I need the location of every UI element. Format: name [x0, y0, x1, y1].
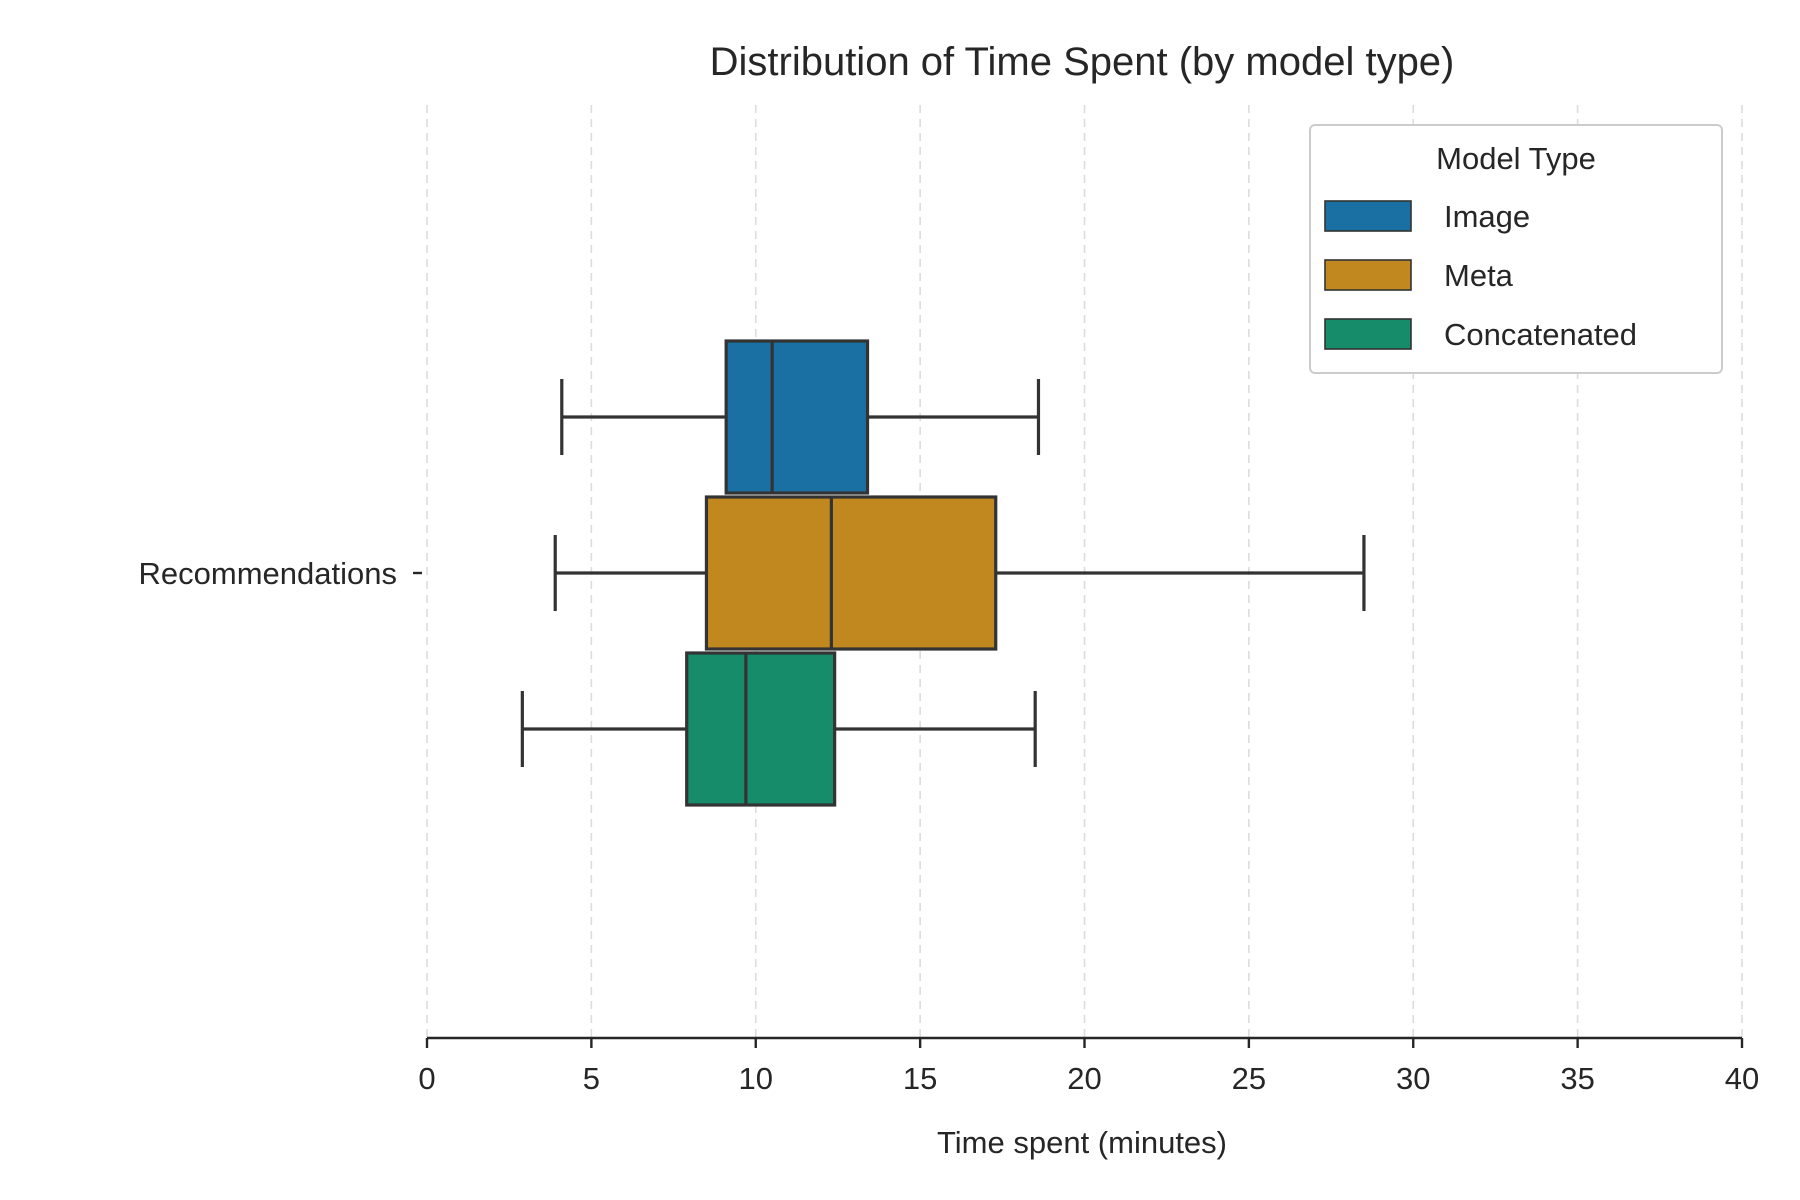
legend-label-image: Image — [1444, 199, 1530, 234]
iqr-box — [724, 339, 870, 495]
x-tick-label-4: 20 — [1067, 1061, 1101, 1096]
box-plots — [520, 339, 1366, 807]
legend-label-concatenated: Concatenated — [1444, 317, 1637, 352]
legend-title: Model Type — [1436, 141, 1596, 176]
box-concatenated — [520, 651, 1037, 807]
x-tick-label-6: 30 — [1396, 1061, 1430, 1096]
x-tick-label-7: 35 — [1560, 1061, 1594, 1096]
x-tick-label-0: 0 — [418, 1061, 435, 1096]
x-tick-label-5: 25 — [1232, 1061, 1266, 1096]
y-tick-label-0: Recommendations — [139, 556, 397, 591]
legend-label-meta: Meta — [1444, 258, 1514, 293]
x-axis: 0 5 10 15 20 25 30 35 40 — [418, 1036, 1759, 1096]
iqr-box — [704, 495, 998, 651]
x-tick-label-1: 5 — [583, 1061, 600, 1096]
box-image — [560, 339, 1041, 495]
legend-swatch-image — [1324, 200, 1412, 232]
y-axis: Recommendations — [139, 556, 422, 591]
legend-frame — [1309, 124, 1723, 374]
legend: Model Type Image Meta Concatenated — [1309, 124, 1723, 374]
legend-swatch-meta — [1324, 259, 1412, 291]
legend-swatch-concatenated — [1324, 318, 1412, 350]
chart-title: Distribution of Time Spent (by model typ… — [710, 40, 1455, 84]
iqr-box — [685, 651, 837, 807]
x-tick-label-2: 10 — [739, 1061, 773, 1096]
x-tick-label-8: 40 — [1725, 1061, 1759, 1096]
x-axis-label: Time spent (minutes) — [937, 1125, 1227, 1160]
box-meta — [553, 495, 1366, 651]
x-tick-label-3: 15 — [903, 1061, 937, 1096]
